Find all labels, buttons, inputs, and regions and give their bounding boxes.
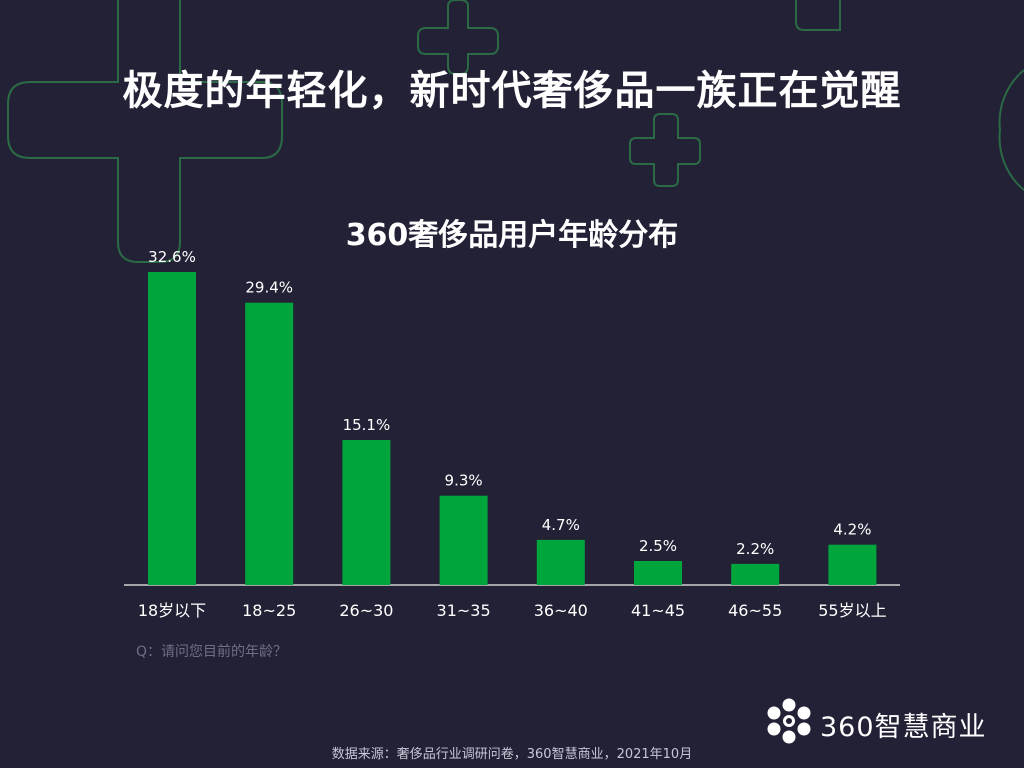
data-label-4: 4.7% <box>542 516 580 534</box>
bar-1 <box>245 302 294 585</box>
bar-4 <box>536 539 585 585</box>
data-label-1: 29.4% <box>245 279 293 297</box>
brand-logo: 360智慧商业 <box>766 698 1016 744</box>
x-tick-label-0: 18岁以下 <box>138 601 206 620</box>
plus-shape-small-mid <box>629 113 701 187</box>
data-label-3: 9.3% <box>445 472 483 490</box>
bar-3 <box>439 495 488 585</box>
x-tick-label-5: 41~45 <box>631 601 685 620</box>
bar-5 <box>634 560 682 585</box>
bar-0 <box>148 272 196 585</box>
x-tick-label-2: 26~30 <box>339 601 393 620</box>
x-tick-label-7: 55岁以上 <box>818 601 886 620</box>
circle-partial-right <box>998 69 1024 191</box>
bar-6 <box>731 563 780 585</box>
bar-7 <box>828 544 877 585</box>
data-label-6: 2.2% <box>736 540 774 558</box>
data-label-5: 2.5% <box>639 537 677 555</box>
plus-shape-large <box>7 0 283 263</box>
x-tick-label-3: 31~35 <box>437 601 491 620</box>
data-label-7: 4.2% <box>833 521 871 539</box>
bar-2 <box>342 440 391 585</box>
source-footnote: 数据来源：奢侈品行业调研问卷，360智慧商业，2021年10月 <box>331 747 693 762</box>
x-tick-label-1: 18~25 <box>242 601 296 620</box>
x-tick-label-4: 36~40 <box>534 601 588 620</box>
data-label-2: 15.1% <box>343 416 391 434</box>
page-title: 极度的年轻化，新时代奢侈品一族正在觉醒 <box>122 68 902 114</box>
question-note: Q：请问您目前的年龄？ <box>136 644 288 660</box>
plus-shape-small-top <box>417 0 499 75</box>
corner-bracket <box>795 0 841 31</box>
x-tick-label-6: 46~55 <box>728 601 782 620</box>
chart-title: 360奢侈品用户年龄分布 <box>345 218 679 253</box>
flower-logo-icon <box>767 698 811 744</box>
logo-text: 360智慧商业 <box>820 712 987 743</box>
data-label-0: 32.6% <box>148 248 196 266</box>
